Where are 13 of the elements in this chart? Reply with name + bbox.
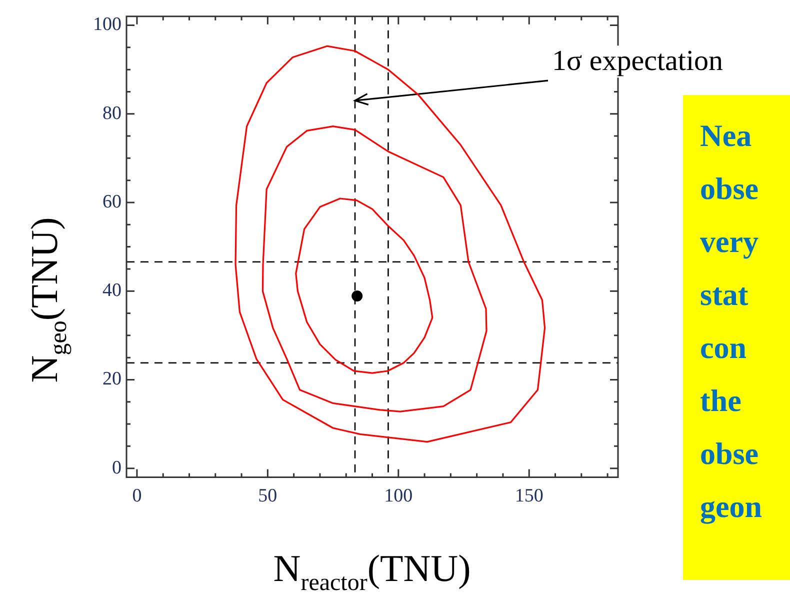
y-tick-label: 80 bbox=[102, 102, 122, 124]
y-tick-label: 40 bbox=[102, 280, 122, 302]
y-tick-label: 20 bbox=[102, 368, 122, 390]
x-tick-label: 150 bbox=[514, 486, 544, 507]
y-tick-label: 0 bbox=[112, 457, 122, 478]
x-tick-label: 50 bbox=[258, 486, 278, 507]
y-tick-label: 60 bbox=[102, 191, 122, 212]
y-tick-label: 100 bbox=[93, 14, 122, 36]
annotation: 1σ expectation bbox=[552, 45, 724, 78]
text: Nea obse very stat con the obse geon bbox=[683, 95, 790, 580]
x-axis-title: N$_{reactor}$(TNU) bbox=[273, 547, 471, 597]
x-tick-label: 100 bbox=[384, 486, 413, 507]
x-tick-label: 0 bbox=[132, 486, 142, 507]
